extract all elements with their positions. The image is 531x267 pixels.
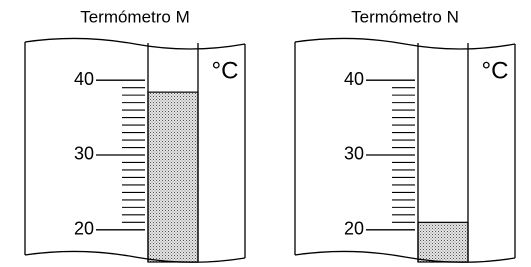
thermometer-title: Termómetro N — [351, 7, 459, 26]
thermometer-title: Termómetro M — [80, 7, 190, 26]
diagram: Termómetro M °C 20 30 40 Termómetro N °C 20 30 40 — [0, 0, 531, 267]
tick-label: 30 — [344, 144, 364, 164]
body-top-edge — [295, 38, 515, 49]
body-top-edge — [25, 38, 245, 49]
tick-label: 20 — [344, 219, 364, 239]
body-bottom-edge — [295, 251, 515, 262]
mercury-column — [418, 222, 468, 262]
tick-label: 40 — [74, 69, 94, 89]
unit-label: °C — [482, 57, 509, 84]
tick-label: 30 — [74, 144, 94, 164]
mercury-column — [148, 92, 198, 262]
tick-label: 20 — [74, 219, 94, 239]
tick-label: 40 — [344, 69, 364, 89]
unit-label: °C — [212, 57, 239, 84]
body-bottom-edge — [25, 251, 245, 262]
